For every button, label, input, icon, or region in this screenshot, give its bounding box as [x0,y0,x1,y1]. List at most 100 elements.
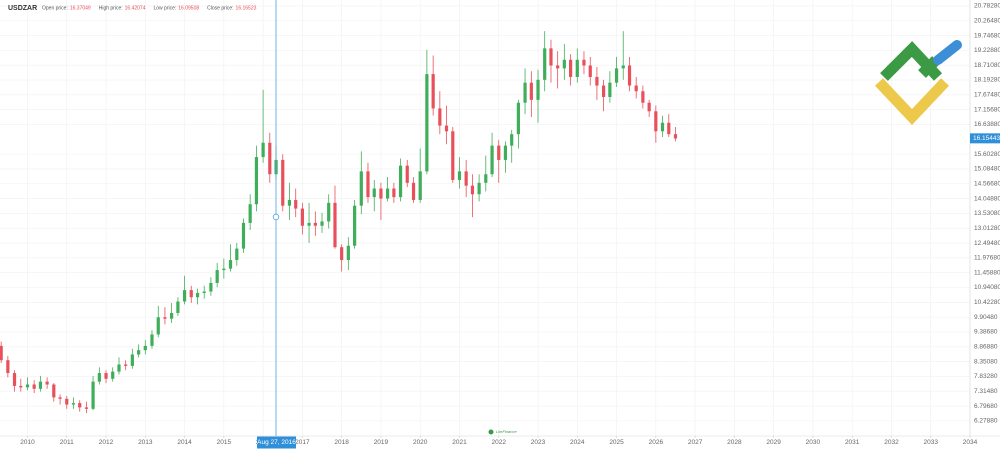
last-price-tag [970,133,1000,144]
candle-body [104,373,108,379]
watermark-text: LiteFinance [496,429,517,434]
info-value: 16.42074 [125,5,146,11]
candle-body [45,381,49,385]
candle-body [536,79,540,100]
logo-yellow [874,78,950,126]
candle-body [608,82,612,97]
candle-body [294,199,298,209]
price-info: Open price: 16.37049 High price: 16.42074 Lo… [42,5,257,11]
candle-body [25,384,30,388]
candle-body [313,222,317,226]
candle-body [150,334,154,346]
y-tick-label: 19.22880 [974,47,1000,54]
candle-body [117,364,121,372]
y-tick-label: 8.35080 [974,358,998,365]
y-tick-label: 17.15680 [974,106,1000,113]
candle-body [510,134,514,146]
y-tick-label: 10.94080 [974,284,1000,291]
candle-body [386,188,390,199]
candle-body [516,102,520,135]
y-tick-label: 7.83280 [974,373,998,380]
x-tick-label: 2034 [963,439,978,446]
candle-body [170,312,174,319]
candle-body [58,397,62,399]
candle-body [503,145,508,160]
watermark: LiteFinance [488,429,517,435]
candle-body [464,171,468,186]
candle-body [667,122,671,135]
candle-body [457,171,462,180]
x-tick-label: 2032 [884,439,899,446]
candle-body [405,165,409,183]
candle-body [71,403,76,405]
candle-body [372,188,376,198]
y-tick-label: 18.19280 [974,77,1000,84]
candle-body [654,111,658,132]
candle-body [340,247,344,261]
x-tick-label: 2014 [177,439,192,446]
candle-body [137,350,141,355]
candle-body [621,65,625,69]
candle-body [222,268,226,271]
candle-body [6,360,10,374]
candle-body [601,85,606,97]
candle-body [195,292,200,298]
logo [874,40,962,126]
axis-labels: 20.78280 20.26480 19.74680 19.22880 18.71080… [20,3,1000,446]
y-tick-label: 9.38680 [974,329,998,336]
candle-body [470,185,475,195]
x-tick-label: 2028 [727,439,742,446]
watermark-icon [488,429,494,435]
candle-body [97,373,101,382]
y-tick-label: 20.26480 [974,17,1000,24]
y-tick-label: 9.90480 [974,314,998,321]
candle-body [327,202,331,222]
candle-body [84,407,88,409]
candle-body [543,48,547,80]
candle-body [582,59,586,66]
y-tick-label: 14.04880 [974,195,1000,202]
candles [0,31,678,414]
crosshair: Aug 27, 2016 [257,0,296,449]
candle-body [52,384,56,398]
candle-body [163,317,167,319]
grid [0,0,971,436]
candle-body [614,68,619,83]
candle-body [176,301,180,313]
info-label: High price: [99,5,123,11]
info-label: Low price: [153,5,176,11]
candle-body [143,345,147,351]
candle-body [248,204,252,223]
candle-body [444,125,449,132]
candle-body [411,182,416,200]
crosshair-tag [257,436,296,449]
x-tick-label: 2012 [99,439,114,446]
candle-body [281,159,285,206]
candle-body [529,82,533,100]
candle-body [124,364,128,366]
candle-body [241,222,246,249]
candle-body [438,108,442,126]
candle-body [392,188,396,198]
candle-body [451,131,455,180]
candle-body [569,59,573,77]
candle-body [647,102,651,112]
y-tick-label: 8.86880 [974,343,998,350]
candle-body [673,134,678,139]
last-price-label: 16.15443 [973,135,1000,142]
x-tick-label: 2031 [845,439,860,446]
candle-body [261,142,265,158]
x-tick-label: 2020 [413,439,428,446]
x-tick-label: 2033 [923,439,938,446]
x-tick-label: 2010 [20,439,35,446]
candle-body [379,188,383,199]
x-tick-label: 2019 [374,439,389,446]
candle-body [78,403,82,408]
x-tick-label: 2013 [138,439,153,446]
candle-body [32,384,36,389]
candle-body [12,373,17,386]
candle-body [65,398,69,405]
x-tick-label: 2011 [60,439,74,446]
candle-body [333,202,337,248]
